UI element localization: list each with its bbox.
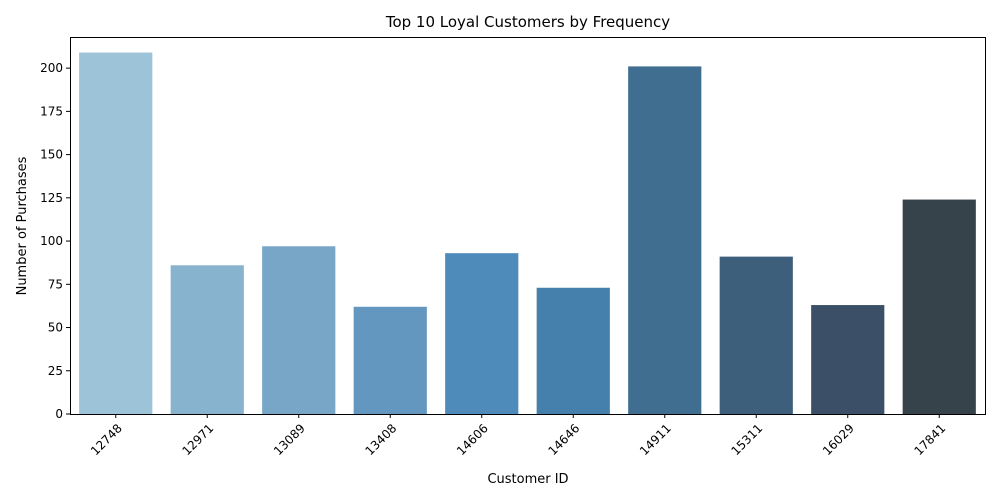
y-axis: 0 25 50 75 100 125 150 175 200 xyxy=(40,61,70,421)
x-tick-label: 14606 xyxy=(454,421,491,458)
chart-title: Top 10 Loyal Customers by Frequency xyxy=(385,13,670,31)
x-tick-label: 12971 xyxy=(179,421,216,458)
y-tick-label: 100 xyxy=(40,234,63,248)
x-tick-label: 14646 xyxy=(545,421,582,458)
x-tick-label: 14911 xyxy=(637,421,674,458)
bar-12971 xyxy=(170,265,244,414)
bars-group xyxy=(79,52,976,415)
bar-13408 xyxy=(353,306,427,414)
bar-14646 xyxy=(536,287,610,414)
bar-14606 xyxy=(445,253,519,414)
bar-13089 xyxy=(262,246,336,414)
x-tick-label: 17841 xyxy=(911,421,948,458)
bar-17841 xyxy=(902,199,976,414)
y-tick-label: 200 xyxy=(40,61,63,75)
y-tick-label: 150 xyxy=(40,148,63,162)
y-tick-label: 0 xyxy=(55,407,63,421)
x-tick-label: 15311 xyxy=(728,421,765,458)
x-tick-label: 16029 xyxy=(820,421,857,458)
y-axis-label: Number of Purchases xyxy=(15,156,30,295)
y-tick-label: 25 xyxy=(48,364,63,378)
y-tick-label: 50 xyxy=(48,321,63,335)
x-axis-label: Customer ID xyxy=(487,472,568,487)
x-tick-label: 12748 xyxy=(88,421,125,458)
y-tick-label: 125 xyxy=(40,191,63,205)
x-tick-label: 13408 xyxy=(362,421,399,458)
y-tick-label: 175 xyxy=(40,104,63,118)
plot-frame xyxy=(70,37,986,415)
x-tick-label: 13089 xyxy=(271,421,308,458)
bar-16029 xyxy=(811,305,885,414)
bar-15311 xyxy=(719,256,793,414)
bar-12748 xyxy=(79,52,153,415)
x-axis: 12748 12971 13089 13408 14606 14646 14911 15311… xyxy=(88,414,948,458)
y-tick-label: 75 xyxy=(48,277,63,291)
bar-14911 xyxy=(628,66,702,415)
